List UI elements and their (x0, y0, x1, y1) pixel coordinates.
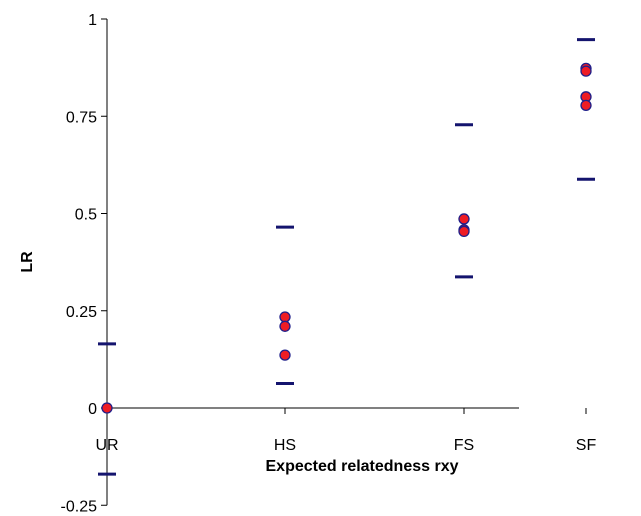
x-tick-label: HS (274, 437, 296, 454)
y-tick-label: 1 (88, 12, 97, 29)
data-point (580, 65, 592, 77)
x-tick-label: SF (576, 437, 597, 454)
data-point (458, 225, 470, 238)
y-tick-label: 0.5 (75, 207, 97, 224)
data-point (279, 349, 291, 361)
data-point (580, 99, 592, 112)
data-point (279, 320, 291, 332)
y-tick-label: -0.25 (61, 498, 98, 515)
data-point (458, 213, 470, 225)
y-tick-label: 0.75 (66, 109, 97, 126)
x-axis-ticks: UR HS FS SF (95, 408, 596, 454)
y-tick-label: 0.25 (66, 304, 97, 321)
axes (106, 19, 519, 506)
y-axis-title: LR (19, 251, 36, 273)
data-point (101, 402, 113, 414)
data-point (279, 311, 291, 323)
x-tick-label: FS (454, 437, 474, 454)
data-marks (98, 38, 595, 476)
x-axis-title: Expected relatedness rxy (266, 458, 459, 475)
y-tick-label: 0 (88, 401, 97, 418)
y-axis-ticks: -0.25 0 0.25 0.5 0.75 1 (61, 12, 107, 515)
x-tick-label: UR (95, 437, 118, 454)
